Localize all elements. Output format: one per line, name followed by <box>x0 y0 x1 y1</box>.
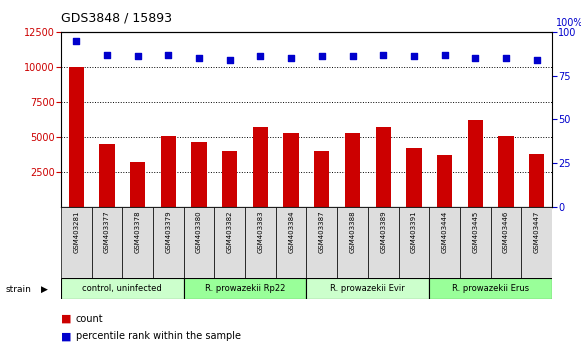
Bar <box>345 133 360 207</box>
Text: GSM403384: GSM403384 <box>288 211 294 253</box>
Text: GSM403391: GSM403391 <box>411 211 417 253</box>
Text: GSM403446: GSM403446 <box>503 211 509 253</box>
Bar <box>153 207 184 278</box>
Bar <box>123 207 153 278</box>
Bar <box>69 67 84 207</box>
Text: count: count <box>76 314 103 324</box>
Text: GSM403388: GSM403388 <box>350 211 356 253</box>
Text: ■: ■ <box>61 314 71 324</box>
Text: strain: strain <box>6 285 32 294</box>
Text: R. prowazekii Evir: R. prowazekii Evir <box>331 284 405 293</box>
Text: GSM403383: GSM403383 <box>257 211 263 253</box>
Point <box>501 55 511 61</box>
Bar <box>314 151 329 207</box>
Point <box>379 52 388 57</box>
Bar <box>191 142 207 207</box>
Text: R. prowazekii Rp22: R. prowazekii Rp22 <box>205 284 285 293</box>
Text: GSM403380: GSM403380 <box>196 211 202 253</box>
Point <box>102 52 112 57</box>
Text: GDS3848 / 15893: GDS3848 / 15893 <box>61 12 172 25</box>
Point <box>195 55 204 61</box>
Bar <box>437 154 452 207</box>
Bar <box>130 162 145 207</box>
Point <box>471 55 480 61</box>
Bar <box>406 148 422 207</box>
Text: R. prowazekii Erus: R. prowazekii Erus <box>452 284 529 293</box>
Bar <box>61 207 92 278</box>
Text: GSM403447: GSM403447 <box>533 211 540 253</box>
Point <box>225 57 234 63</box>
Text: control, uninfected: control, uninfected <box>83 284 162 293</box>
Bar <box>368 207 399 278</box>
Bar <box>214 207 245 278</box>
Point <box>348 53 357 59</box>
Point <box>133 53 142 59</box>
Text: ▶: ▶ <box>41 285 48 294</box>
Bar <box>184 207 214 278</box>
Point <box>164 52 173 57</box>
Bar <box>184 278 307 299</box>
Point <box>532 57 541 63</box>
Text: GSM403378: GSM403378 <box>135 211 141 253</box>
Point <box>317 53 327 59</box>
Bar <box>307 207 337 278</box>
Text: ■: ■ <box>61 331 71 341</box>
Text: GSM403444: GSM403444 <box>442 211 447 253</box>
Bar <box>276 207 307 278</box>
Bar <box>245 207 276 278</box>
Bar <box>429 278 552 299</box>
Bar <box>498 136 514 207</box>
Bar <box>99 144 114 207</box>
Point <box>286 55 296 61</box>
Bar <box>375 127 391 207</box>
Text: GSM403387: GSM403387 <box>319 211 325 253</box>
Text: GSM403281: GSM403281 <box>73 211 80 253</box>
Text: GSM403379: GSM403379 <box>166 211 171 253</box>
Bar <box>253 127 268 207</box>
Point <box>409 53 418 59</box>
Point <box>256 53 265 59</box>
Text: GSM403389: GSM403389 <box>380 211 386 253</box>
Point <box>71 38 81 44</box>
Text: GSM403377: GSM403377 <box>104 211 110 253</box>
Bar <box>529 154 544 207</box>
Bar <box>521 207 552 278</box>
Bar <box>222 151 238 207</box>
Bar <box>337 207 368 278</box>
Bar <box>161 136 176 207</box>
Bar <box>429 207 460 278</box>
Bar <box>468 120 483 207</box>
Bar <box>307 278 429 299</box>
Text: 100%: 100% <box>556 18 581 28</box>
Bar <box>399 207 429 278</box>
Bar <box>460 207 490 278</box>
Text: GSM403445: GSM403445 <box>472 211 478 253</box>
Text: percentile rank within the sample: percentile rank within the sample <box>76 331 241 341</box>
Bar <box>490 207 521 278</box>
Text: GSM403382: GSM403382 <box>227 211 233 253</box>
Point <box>440 52 449 57</box>
Bar <box>284 133 299 207</box>
Bar <box>61 278 184 299</box>
Bar <box>92 207 123 278</box>
